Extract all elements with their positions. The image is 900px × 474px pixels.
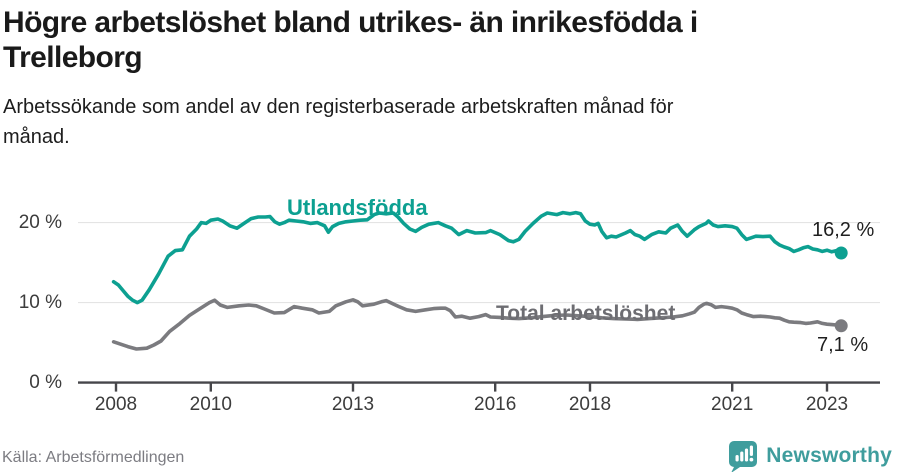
x-tick-label-2021: 2021 [711,394,754,415]
x-tick-label-2016: 2016 [474,394,517,415]
series-label-total: Total arbetslöshet [496,302,676,325]
series-label-utlandsfodda: Utlandsfödda [287,195,428,220]
chart-subtitle: Arbetssökande som andel av den registerb… [3,96,674,148]
series-line-total [111,297,844,351]
newsworthy-bubble-chart-icon [729,439,759,473]
source-note: Källa: Arbetsförmedlingen [2,449,185,466]
x-tick-label-2023: 2023 [805,394,849,415]
x-tick-label-2008: 2008 [94,394,138,415]
newsworthy-logo[interactable]: Newsworthy [729,439,892,473]
newsworthy-wordmark: Newsworthy [766,443,892,467]
y-tick-label-20: 20 % [18,211,62,233]
x-tick-label-2018: 2018 [568,394,612,415]
x-tick-label-2010: 2010 [189,394,232,415]
y-tick-label-10: 10 % [18,291,62,313]
end-value-label-utlandsfodda: 16,2 % [812,219,875,241]
end-value-label-total: 7,1 % [817,334,869,356]
chart-title: Högre arbetslöshet bland utrikes- än inr… [3,6,698,74]
series-line-utlandsfodda [111,210,844,305]
series-endpoint-utlandsfodda [834,246,848,260]
x-tick-label-2013: 2013 [331,394,375,415]
series-endpoint-total [834,319,848,333]
y-tick-label-0: 0 % [29,371,62,393]
